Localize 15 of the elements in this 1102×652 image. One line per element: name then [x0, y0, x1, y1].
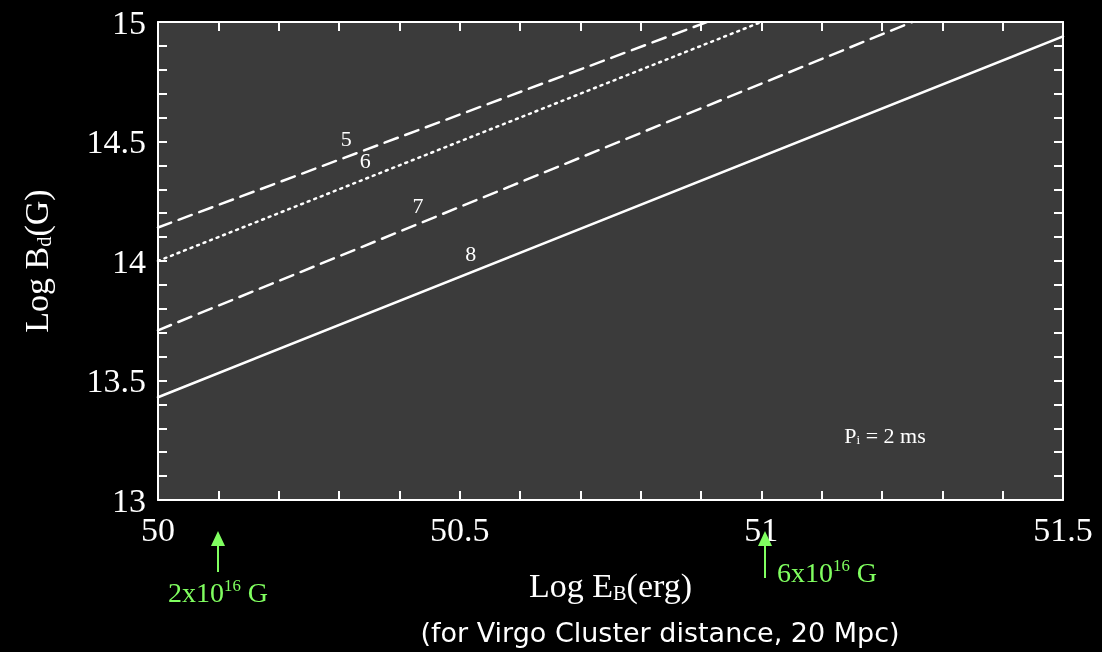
y-axis-title: Log Bd(G)	[17, 189, 56, 333]
series-label: 6	[359, 147, 371, 173]
y-tick-label: 15	[112, 3, 146, 41]
series-label: 5	[340, 126, 352, 152]
annotation: Pi = 2 ms	[844, 422, 926, 448]
y-tick-label: 14.5	[86, 123, 146, 160]
x-axis-title: Log EB(erg)	[528, 567, 693, 606]
x-tick-label: 51	[744, 510, 779, 548]
x-tick-label: 51.5	[1033, 510, 1093, 548]
y-tick-label: 14	[112, 242, 146, 280]
y-tick-label: 13.5	[86, 362, 146, 399]
text: (for Virgo Cluster distance, 20 Mpc)	[420, 617, 900, 648]
series-label: 7	[412, 192, 424, 218]
series-label: 8	[465, 241, 477, 267]
x-tick-label: 50.5	[429, 510, 490, 548]
